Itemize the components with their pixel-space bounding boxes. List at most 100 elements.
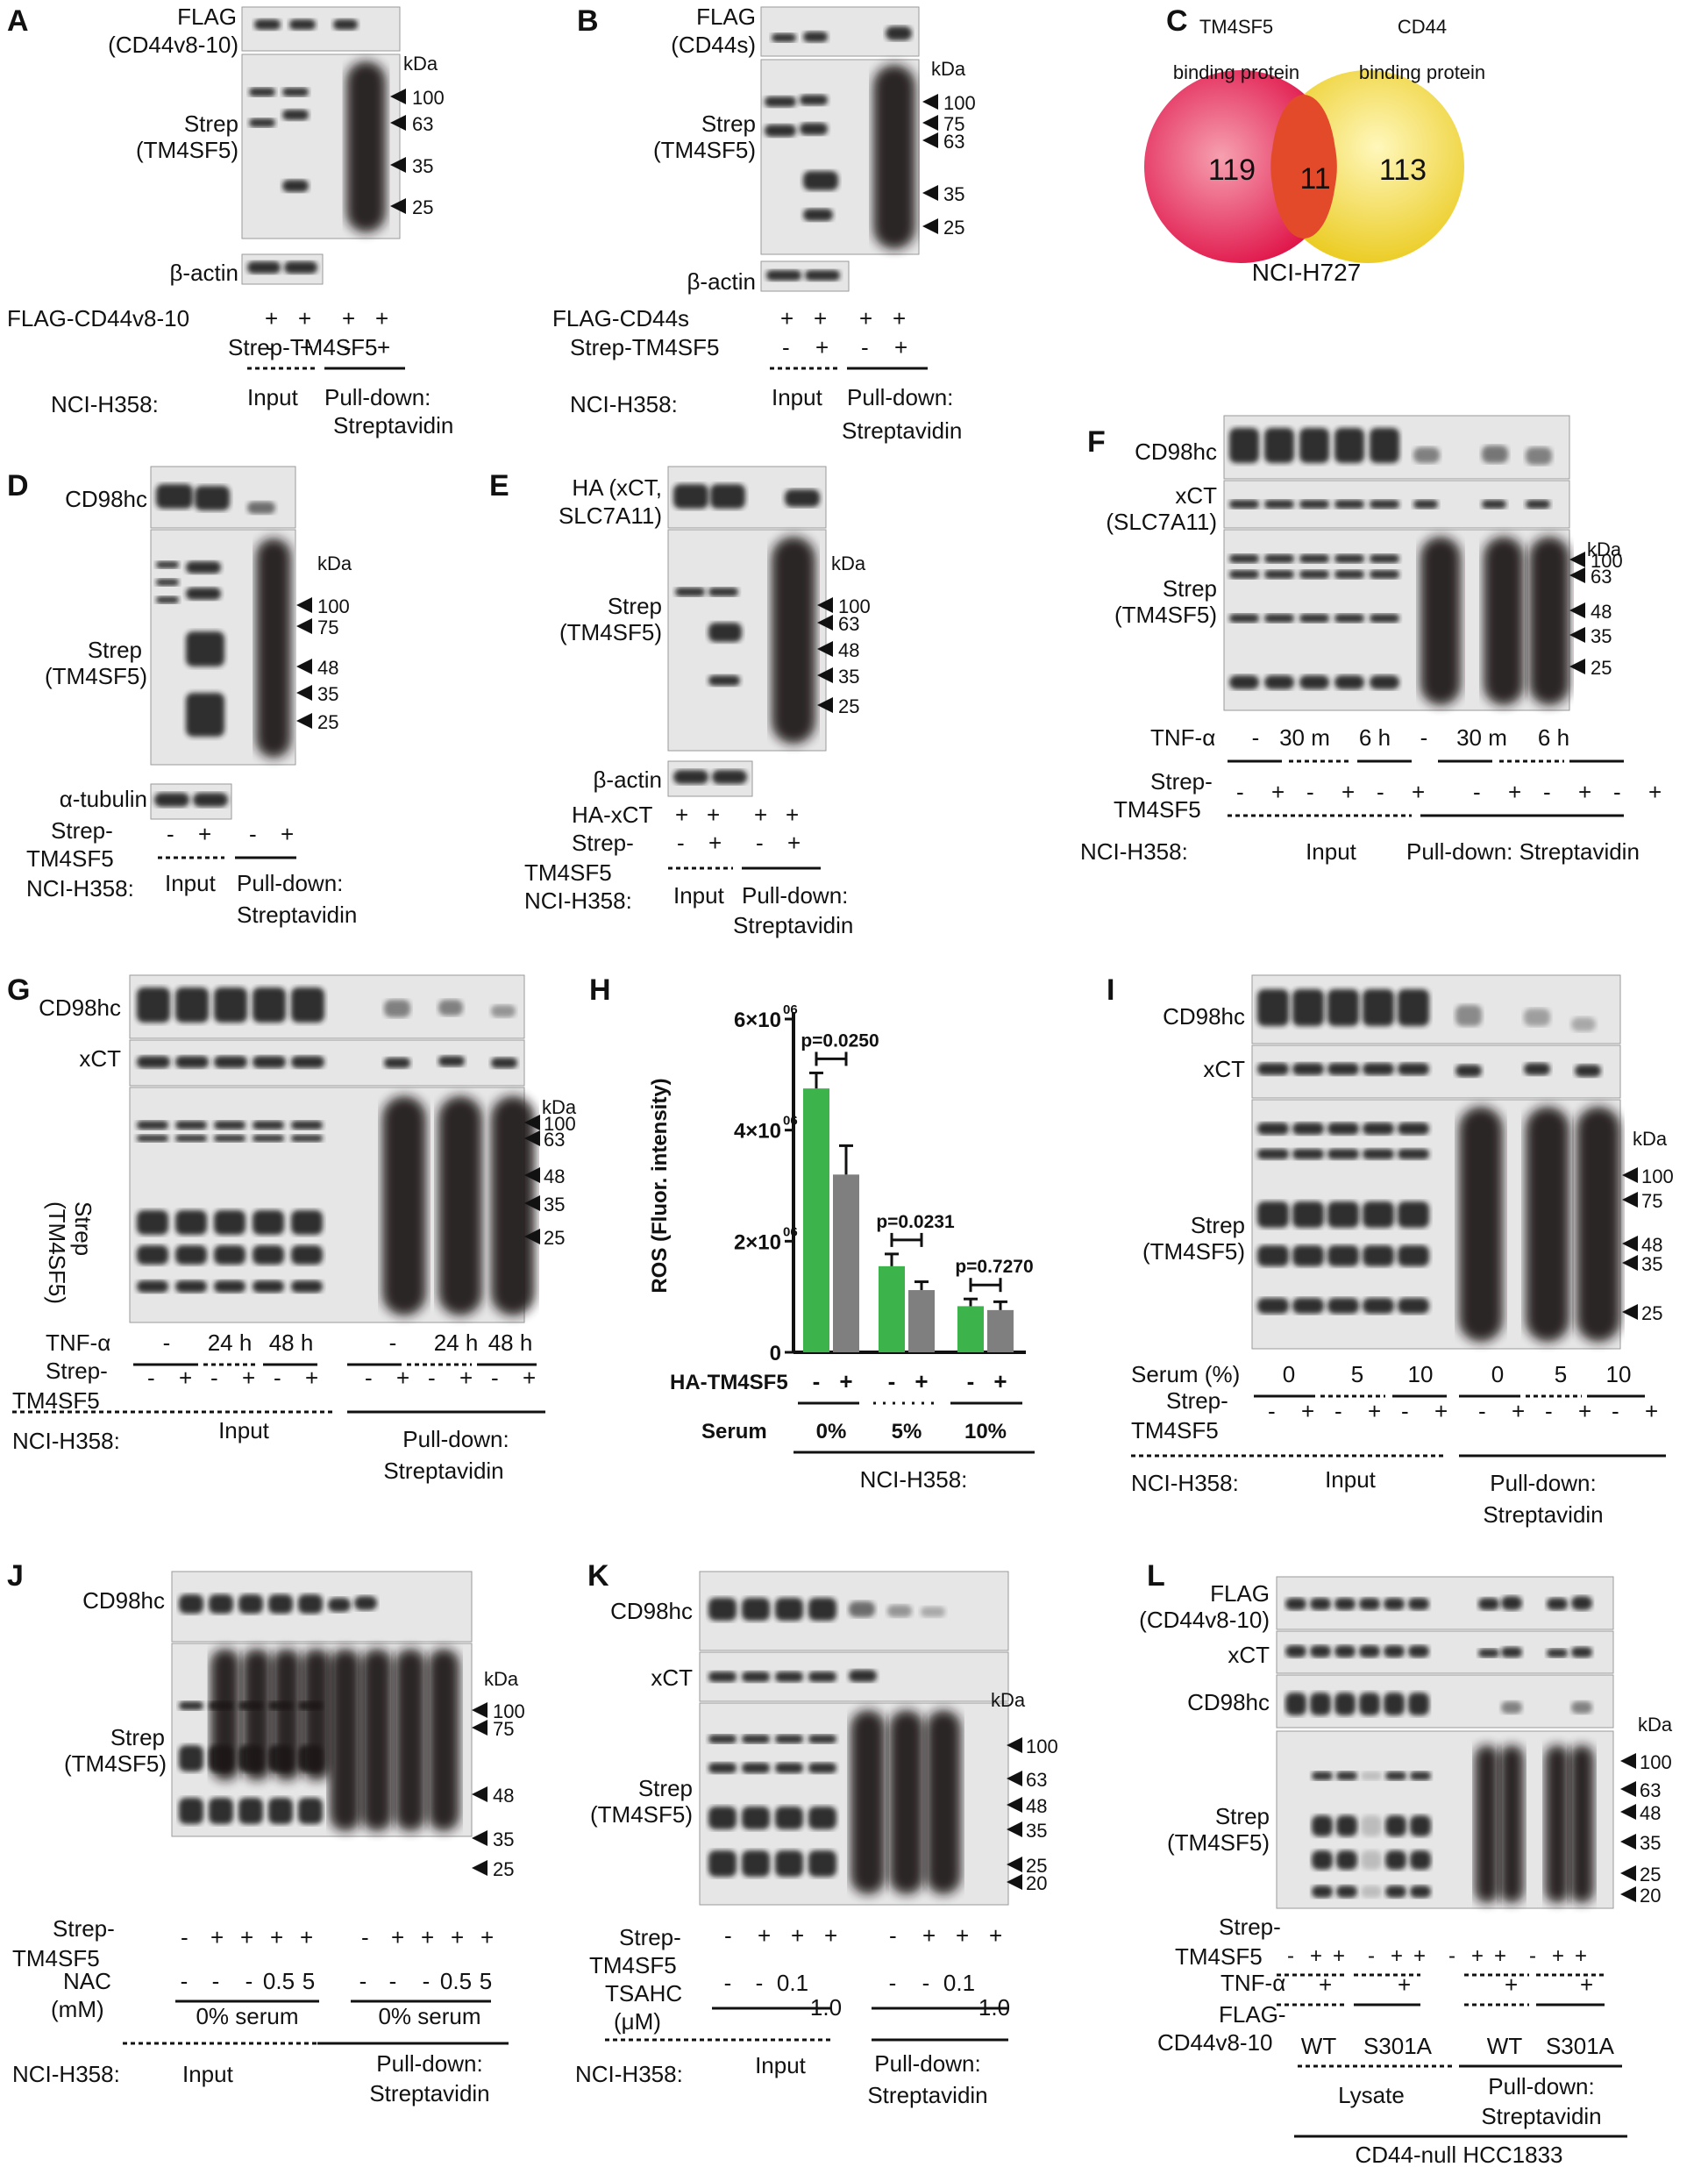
plus-mark: + [675,802,688,828]
blot-strip [667,760,753,797]
label: 35 [493,1828,514,1850]
blot-strip [150,466,296,529]
bar-5pct-plus [908,1290,935,1352]
label: (TM4SF5) [559,619,662,645]
label: 63 [943,131,964,153]
sign-mark: + [421,1924,434,1950]
plus-mark: + [342,305,355,331]
label: 11 [1299,162,1330,196]
panel-letter-b: B [577,4,599,38]
plus-mark: + [780,305,794,331]
marker-arrow [296,713,312,729]
sign-mark: - [889,1922,897,1949]
marker-arrow [524,1130,540,1146]
label: Strep [638,1775,693,1801]
sign-mark: - [274,1365,281,1391]
panel-letter-h: H [589,973,611,1007]
sign-mark: + [240,1924,253,1950]
blot-strip [1276,1630,1614,1674]
label: Input [1306,838,1357,865]
label: Strep [88,637,142,663]
label: (TM4SF5) [136,137,238,163]
marker-arrow [1622,1255,1638,1271]
label: 25 [493,1858,514,1880]
label: Strep- [1150,768,1213,795]
marker-arrow [817,597,833,613]
label: TNF-α [1221,1970,1285,1996]
sign-mark: + [1575,1944,1587,1968]
marker-arrow [524,1229,540,1244]
label: Input [165,870,217,896]
label: Pull-down: [1488,2073,1594,2099]
sign-mark: + [300,1924,313,1950]
label: 25 [1026,1855,1047,1877]
plus-mark: + [786,802,799,828]
blot-strip [667,466,827,529]
sign-mark: - [491,1365,499,1391]
blot-strip [241,6,401,52]
sign-mark: + [989,1922,1002,1949]
label: Strep [608,593,662,619]
panel-letter-j: J [7,1559,24,1593]
label: Strep [110,1724,165,1750]
label: 100 [838,595,871,617]
sign-mark: + [1494,1944,1506,1968]
marker-arrow [472,1860,487,1876]
label: 35 [412,155,433,177]
treatment-mark: - [967,1368,975,1394]
plus-mark: + [1398,1971,1411,1998]
sign-mark: + [922,1922,936,1949]
sign-mark: + [523,1365,536,1391]
label: NCI-H358: [51,391,159,417]
marker-arrow [472,1720,487,1736]
panel-letter-l: L [1147,1559,1165,1593]
y-tick-label: 0 [770,1342,781,1365]
label: Streptavidin [867,2082,987,2108]
label: β-actin [169,260,238,286]
time-label: - [163,1329,171,1356]
label: 35 [317,683,338,705]
blot-strip [171,1571,473,1643]
panel-letter-i: I [1107,973,1114,1007]
label: kDa [931,58,966,80]
serum-level: 5 [1555,1361,1567,1387]
blot-strip [699,1571,1009,1651]
time-label: 24 h [208,1329,253,1356]
y-tick-label: 6×10 [734,1009,781,1032]
sign-mark: + [1412,779,1425,805]
label: (TM4SF5) [1142,1238,1245,1265]
label: 35 [943,183,964,205]
sign-mark: + [791,1922,804,1949]
panel-letter-k: K [587,1559,609,1593]
marker-arrow [1007,1771,1022,1786]
time-label: 48 h [269,1329,314,1356]
blot-strip [150,529,296,766]
label: kDa [484,1668,519,1690]
label: (SLC7A11) [1106,509,1217,535]
marker-arrow [1622,1167,1638,1183]
blot-strip [1251,1099,1621,1350]
sign-mark: + [1645,1398,1658,1424]
serum-level: 10 [1606,1361,1632,1387]
panel-letter-c: C [1166,4,1188,38]
sign-mark: - [724,1922,732,1949]
label: TM4SF5 [1131,1417,1219,1443]
label: CD98hc [610,1598,693,1624]
sign-mark: + [1512,1398,1525,1424]
nac-dose: - [181,1968,189,1994]
label: 100 [943,92,976,114]
label: NCI-H358: [570,391,678,417]
label: NCI-H727 [1252,259,1361,286]
treatment-mark: - [813,1368,821,1394]
label: WT [1487,2033,1523,2059]
sign-mark: - [1613,779,1621,805]
sign-mark: - [344,334,352,360]
label: 75 [493,1718,514,1740]
label: 100 [1641,1165,1674,1187]
label: Pull-down: [874,2050,980,2077]
label: 20 [1640,1885,1661,1907]
marker-arrow [390,115,406,131]
sign-mark: + [1648,779,1662,805]
blot-cd98hc [1223,415,1570,480]
label: TNF-α [1150,724,1215,751]
